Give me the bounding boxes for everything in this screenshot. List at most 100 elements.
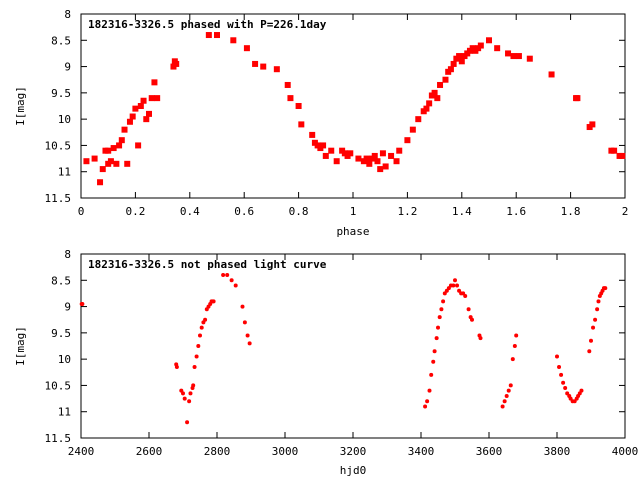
- y-axis-label: I[mag]: [14, 86, 27, 126]
- data-point: [192, 365, 197, 370]
- data-point: [561, 380, 566, 385]
- data-point: [431, 89, 438, 96]
- data-point: [463, 294, 468, 299]
- data-point: [185, 420, 190, 425]
- data-point: [447, 66, 454, 73]
- x-tick-label: 2: [622, 205, 629, 218]
- y-tick-label: 11: [58, 166, 71, 179]
- x-tick-label: 0.6: [234, 205, 254, 218]
- x-tick-label: 3800: [544, 445, 571, 458]
- x-tick-label: 2400: [68, 445, 95, 458]
- data-point: [510, 53, 517, 60]
- data-point: [377, 166, 384, 173]
- data-point: [603, 286, 608, 291]
- data-point: [451, 283, 456, 288]
- tick-labels: 0 0.2 0.4 0.6 0.8 1 1.2 1.4 1.6 1.8 2 8 8.5 9 9.5 10 10.…: [45, 8, 629, 218]
- x-tick-label: 2600: [136, 445, 163, 458]
- data-point: [619, 152, 626, 159]
- data-point: [434, 95, 441, 102]
- data-point: [113, 160, 120, 167]
- data-point: [505, 50, 512, 57]
- data-point: [247, 341, 252, 346]
- chart-title: 182316-3326.5 phased with P=226.1day: [88, 18, 327, 31]
- data-point: [502, 399, 507, 404]
- x-tick-label: 0.2: [125, 205, 145, 218]
- x-tick-label: 1.4: [452, 205, 472, 218]
- data-point: [393, 158, 400, 165]
- data-point: [455, 283, 460, 288]
- x-tick-label: 1.2: [397, 205, 417, 218]
- y-tick-label: 10.5: [45, 139, 72, 152]
- data-point: [174, 365, 179, 370]
- x-tick-label: 3000: [272, 445, 299, 458]
- x-tick-label: 2800: [204, 445, 231, 458]
- data-point: [187, 399, 192, 404]
- data-point: [221, 273, 226, 278]
- data-point: [287, 95, 294, 102]
- data-point: [589, 338, 593, 343]
- data-point: [260, 63, 267, 70]
- data-point: [214, 32, 220, 39]
- data-point: [181, 391, 185, 396]
- data-point: [347, 150, 354, 157]
- data-point: [203, 317, 208, 322]
- data-point: [453, 278, 457, 283]
- data-point: [188, 391, 193, 396]
- data-point: [425, 399, 430, 404]
- data-point: [205, 32, 212, 39]
- data-point: [514, 333, 519, 338]
- data-point: [80, 301, 85, 306]
- data-point: [233, 283, 238, 288]
- data-point: [436, 325, 440, 330]
- ticks: [80, 13, 626, 199]
- y-tick-label: 11.5: [45, 432, 72, 445]
- data-point: [118, 137, 125, 144]
- data-point: [173, 60, 180, 67]
- data-point: [431, 359, 436, 364]
- data-point: [515, 53, 522, 60]
- x-tick-label: 3200: [340, 445, 367, 458]
- data-point: [441, 299, 446, 304]
- data-point: [91, 155, 98, 162]
- data-point: [382, 163, 389, 170]
- phased-light-curve-panel: 0 0.2 0.4 0.6 0.8 1 1.2 1.4 1.6 1.8 2 8 8.5 9 9.5 10 10.…: [14, 8, 628, 238]
- data-point: [245, 333, 250, 338]
- data-point: [196, 344, 201, 348]
- data-point: [333, 158, 340, 165]
- data-point: [135, 142, 142, 149]
- x-axis-label: phase: [336, 225, 369, 238]
- y-tick-label: 8.5: [51, 34, 71, 47]
- x-tick-label: 1: [350, 205, 357, 218]
- data-point: [548, 71, 555, 78]
- data-point: [273, 66, 280, 73]
- data-points: [83, 32, 626, 186]
- data-point: [110, 145, 117, 152]
- data-point: [309, 131, 316, 138]
- data-point: [132, 105, 139, 112]
- data-point: [182, 396, 187, 401]
- y-tick-label: 11: [58, 406, 71, 419]
- data-point: [229, 278, 234, 283]
- data-point: [97, 179, 104, 186]
- data-point: [374, 158, 381, 165]
- data-point: [388, 152, 395, 159]
- ticks: [80, 253, 626, 439]
- x-tick-label: 0.4: [180, 205, 200, 218]
- x-tick-label: 3600: [476, 445, 503, 458]
- data-point: [322, 152, 329, 159]
- data-point: [477, 42, 484, 49]
- x-tick-label: 0: [78, 205, 85, 218]
- raw-light-curve-panel: 2400 2600 2800 3000 3200 3400 3600 3800 4000 8 8.5…: [14, 248, 638, 477]
- data-point: [559, 372, 564, 377]
- data-point: [154, 95, 161, 102]
- data-point: [478, 336, 483, 341]
- data-point: [379, 150, 386, 157]
- data-point: [504, 393, 509, 398]
- plot-frame: [80, 253, 626, 439]
- data-point: [512, 344, 517, 348]
- data-point: [121, 126, 128, 133]
- data-point: [129, 113, 136, 120]
- data-point: [124, 160, 131, 167]
- data-point: [355, 155, 362, 162]
